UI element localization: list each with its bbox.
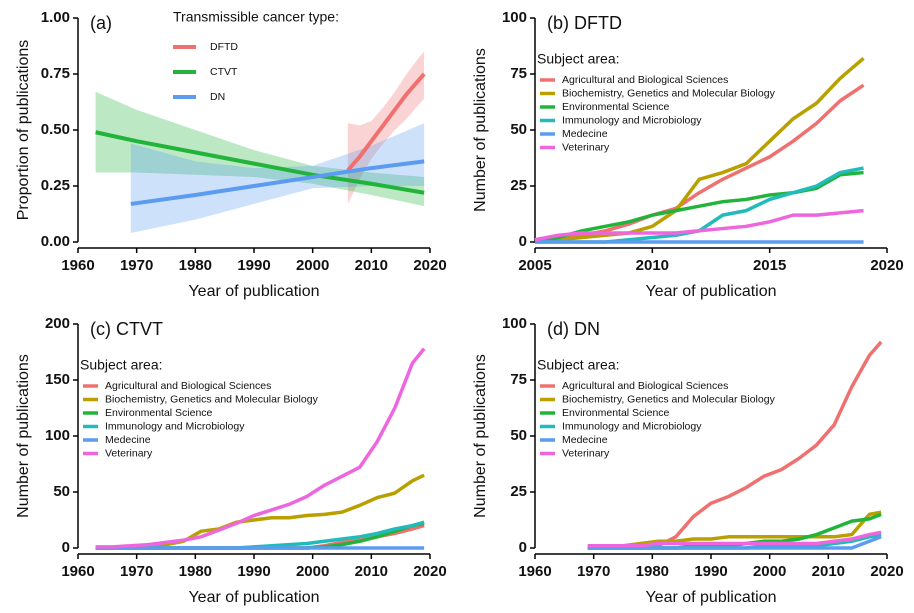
series-line <box>587 535 882 550</box>
legend-label: Veterinary <box>562 447 610 459</box>
x-tick-label: 2005 <box>518 257 551 274</box>
x-tick-label: 2000 <box>296 563 329 580</box>
legend-label: Environmental Science <box>105 407 213 419</box>
x-tick-label: 2010 <box>636 257 669 274</box>
x-tick-label: 1980 <box>636 563 669 580</box>
y-tick-label: 100 <box>502 9 527 26</box>
x-axis-title: Year of publication <box>188 589 319 606</box>
legend-label: Veterinary <box>562 141 610 153</box>
legend-label: Biochemistry, Genetics and Molecular Bio… <box>562 87 776 99</box>
series-line <box>587 510 882 548</box>
legend-title: Transmissible cancer type: <box>173 9 339 25</box>
panel-title: (c) CTVT <box>90 319 163 339</box>
y-tick-label: 100 <box>502 315 527 332</box>
y-tick-label: 75 <box>510 65 527 82</box>
y-tick-label: 50 <box>53 483 70 500</box>
x-tick-label: 2020 <box>870 257 903 274</box>
legend-title: Subject area: <box>80 357 163 373</box>
legend-label: Agricultural and Biological Sciences <box>562 380 728 392</box>
x-tick-label: 2010 <box>355 257 388 274</box>
y-tick-label: 1.00 <box>41 9 70 26</box>
legend-title: Subject area: <box>537 51 620 67</box>
y-axis-title: Number of publications <box>472 354 489 518</box>
legend-label: Environmental Science <box>562 407 670 419</box>
legend-label: Immunology and Microbiology <box>105 420 245 432</box>
x-tick-label: 1990 <box>237 563 270 580</box>
legend-label: Veterinary <box>105 447 153 459</box>
series-line <box>95 347 426 549</box>
x-tick-label: 2020 <box>413 563 446 580</box>
y-axis-title: Number of publications <box>472 48 489 212</box>
legend-label: Medecine <box>562 128 608 140</box>
legend-label: Medecine <box>105 434 151 446</box>
y-tick-label: 0 <box>62 539 70 556</box>
y-axis-title: Number of publications <box>15 354 32 518</box>
x-tick-label: 1980 <box>179 257 212 274</box>
x-tick-label: 1970 <box>577 563 610 580</box>
series-line <box>535 56 865 242</box>
series-line <box>346 72 426 172</box>
x-tick-label: 1970 <box>120 563 153 580</box>
legend-label: Biochemistry, Genetics and Molecular Bio… <box>562 393 776 405</box>
legend-label: Medecine <box>562 434 608 446</box>
legend-label: Agricultural and Biological Sciences <box>105 380 271 392</box>
legend-label: DFTD <box>210 41 238 53</box>
x-tick-label: 1960 <box>518 563 551 580</box>
y-tick-label: 0.00 <box>41 233 70 250</box>
x-tick-label: 2010 <box>355 563 388 580</box>
y-tick-label: 25 <box>510 483 527 500</box>
x-tick-label: 2000 <box>753 563 786 580</box>
legend-title: Subject area: <box>537 357 620 373</box>
x-tick-label: 1970 <box>120 257 153 274</box>
x-tick-label: 2020 <box>413 257 446 274</box>
x-tick-label: 2000 <box>296 257 329 274</box>
panel-title: (d) DN <box>547 319 600 339</box>
legend-label: Environmental Science <box>562 101 670 113</box>
legend-label: Agricultural and Biological Sciences <box>562 74 728 86</box>
x-axis-title: Year of publication <box>645 283 776 300</box>
y-tick-label: 100 <box>45 427 70 444</box>
y-tick-label: 0.75 <box>41 65 70 82</box>
x-tick-label: 2015 <box>753 257 786 274</box>
x-tick-label: 1990 <box>237 257 270 274</box>
confidence-band <box>347 51 425 204</box>
y-tick-label: 200 <box>45 315 70 332</box>
x-tick-label: 2020 <box>870 563 903 580</box>
series-line <box>534 208 864 242</box>
x-tick-label: 1980 <box>179 563 212 580</box>
x-tick-label: 1960 <box>61 563 94 580</box>
confidence-band <box>130 123 425 234</box>
y-tick-label: 50 <box>510 427 527 444</box>
x-axis-title: Year of publication <box>645 589 776 606</box>
y-tick-label: 0.25 <box>41 177 70 194</box>
y-tick-label: 150 <box>45 371 70 388</box>
series-line <box>587 340 883 550</box>
legend-label: Biochemistry, Genetics and Molecular Bio… <box>105 393 319 405</box>
panel-title: (a) <box>90 13 112 33</box>
y-tick-label: 50 <box>510 121 527 138</box>
y-axis-title: Proportion of publications <box>15 40 32 221</box>
y-tick-label: 75 <box>510 371 527 388</box>
y-tick-label: 0 <box>519 233 527 250</box>
y-tick-label: 25 <box>510 177 527 194</box>
panel-title: (b) DFTD <box>547 13 622 33</box>
series-line <box>130 159 425 206</box>
x-tick-label: 2010 <box>812 563 845 580</box>
legend-label: Immunology and Microbiology <box>562 420 702 432</box>
legend-label: DN <box>210 91 225 103</box>
x-tick-label: 1960 <box>61 257 94 274</box>
x-axis-title: Year of publication <box>188 283 319 300</box>
legend-label: CTVT <box>210 66 238 78</box>
y-tick-label: 0.50 <box>41 121 70 138</box>
legend-label: Immunology and Microbiology <box>562 114 702 126</box>
series-line <box>95 130 425 195</box>
y-tick-label: 0 <box>519 539 527 556</box>
series-line <box>587 530 882 548</box>
x-tick-label: 1990 <box>694 563 727 580</box>
